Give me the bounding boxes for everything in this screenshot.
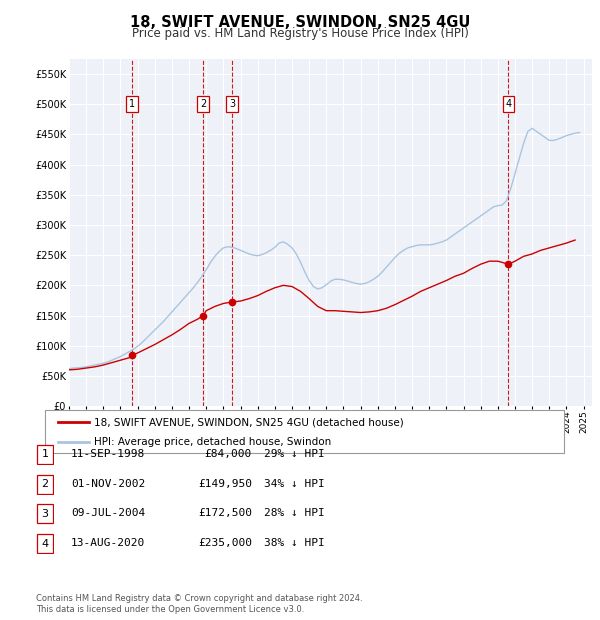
Text: £235,000: £235,000 — [198, 538, 252, 548]
Text: 13-AUG-2020: 13-AUG-2020 — [71, 538, 145, 548]
Text: 29% ↓ HPI: 29% ↓ HPI — [264, 449, 325, 459]
Text: 38% ↓ HPI: 38% ↓ HPI — [264, 538, 325, 548]
Text: Price paid vs. HM Land Registry's House Price Index (HPI): Price paid vs. HM Land Registry's House … — [131, 27, 469, 40]
Text: 28% ↓ HPI: 28% ↓ HPI — [264, 508, 325, 518]
Text: 11-SEP-1998: 11-SEP-1998 — [71, 449, 145, 459]
Text: 3: 3 — [41, 509, 49, 519]
Text: 2: 2 — [41, 479, 49, 489]
Text: 09-JUL-2004: 09-JUL-2004 — [71, 508, 145, 518]
Text: £149,950: £149,950 — [198, 479, 252, 489]
Text: 1: 1 — [41, 450, 49, 459]
Text: 01-NOV-2002: 01-NOV-2002 — [71, 479, 145, 489]
Text: Contains HM Land Registry data © Crown copyright and database right 2024.
This d: Contains HM Land Registry data © Crown c… — [36, 595, 362, 614]
Text: 2: 2 — [200, 99, 206, 109]
Text: HPI: Average price, detached house, Swindon: HPI: Average price, detached house, Swin… — [94, 436, 332, 446]
Text: 18, SWIFT AVENUE, SWINDON, SN25 4GU (detached house): 18, SWIFT AVENUE, SWINDON, SN25 4GU (det… — [94, 417, 404, 427]
Text: 3: 3 — [229, 99, 235, 109]
Text: 4: 4 — [41, 539, 49, 549]
Text: £172,500: £172,500 — [198, 508, 252, 518]
Text: 18, SWIFT AVENUE, SWINDON, SN25 4GU: 18, SWIFT AVENUE, SWINDON, SN25 4GU — [130, 15, 470, 30]
Text: 34% ↓ HPI: 34% ↓ HPI — [264, 479, 325, 489]
Text: 4: 4 — [505, 99, 512, 109]
Text: £84,000: £84,000 — [205, 449, 252, 459]
Text: 1: 1 — [130, 99, 136, 109]
